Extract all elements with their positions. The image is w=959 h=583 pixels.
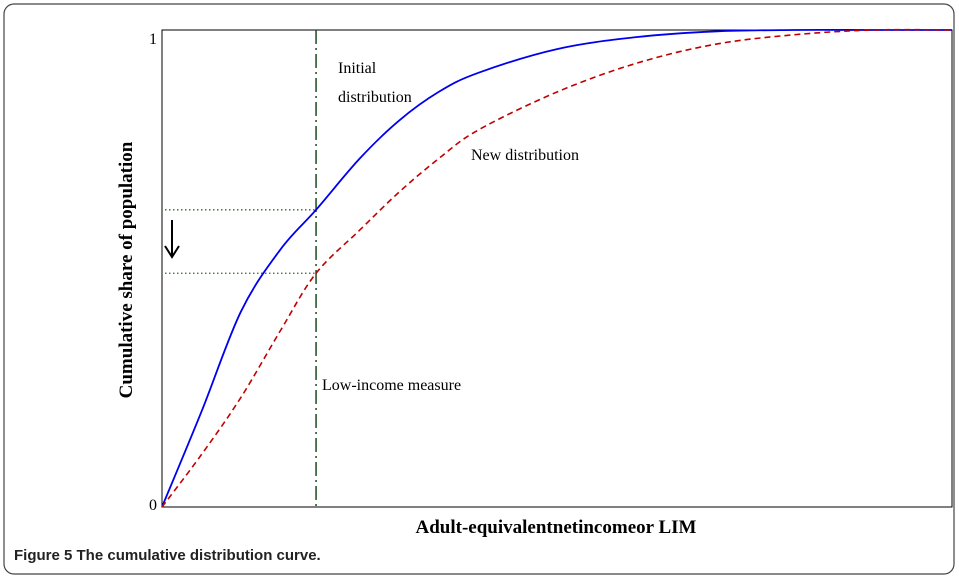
figure-frame <box>3 3 955 575</box>
caption: Figure 5 The cumulative distribution cur… <box>14 547 321 564</box>
annotation: Low-income measure <box>322 377 461 394</box>
annotation: distribution <box>338 89 412 106</box>
x-axis-label: Adult-equivalentnetincomeor LIM <box>416 517 697 538</box>
arrow <box>164 220 180 259</box>
y-axis-label: Cumulative share of population <box>116 141 137 398</box>
annotation: Initial <box>338 60 377 77</box>
annotation: New distribution <box>471 147 579 164</box>
plot-frame <box>161 29 953 508</box>
series-line <box>161 28 952 508</box>
y-tick-label: 0 <box>149 497 157 514</box>
y-tick-label: 1 <box>149 31 157 48</box>
series-line <box>161 28 953 508</box>
